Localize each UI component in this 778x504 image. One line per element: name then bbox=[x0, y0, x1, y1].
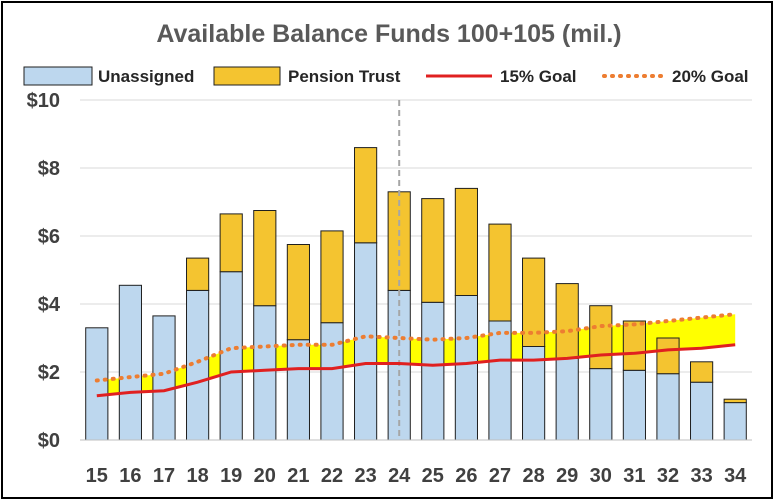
bar-pension-trust bbox=[555, 283, 579, 359]
bar-pension-trust bbox=[488, 223, 512, 322]
bar-pension-trust bbox=[589, 305, 613, 370]
chart-title: Available Balance Funds 100+105 (mil.) bbox=[156, 20, 622, 48]
x-tick-label: 28 bbox=[522, 465, 544, 487]
bar-pension-trust bbox=[253, 210, 277, 307]
x-tick-label: 21 bbox=[287, 465, 309, 487]
x-tick-label: 15 bbox=[86, 465, 108, 487]
x-tick-label: 26 bbox=[455, 465, 477, 487]
bar-unassigned bbox=[354, 242, 378, 441]
bar-unassigned bbox=[690, 381, 714, 441]
bar-pension-trust bbox=[286, 244, 310, 341]
bar-pension-trust bbox=[320, 230, 344, 324]
bar-pension-trust bbox=[219, 213, 243, 273]
bar-unassigned bbox=[286, 339, 310, 441]
x-tick-label: 32 bbox=[657, 465, 679, 487]
bar-pension-trust bbox=[421, 198, 445, 303]
bar-unassigned bbox=[152, 315, 176, 441]
bar-pension-trust bbox=[522, 257, 546, 348]
x-tick-label: 16 bbox=[119, 465, 141, 487]
y-tick-label: $0 bbox=[38, 430, 60, 452]
bar-unassigned bbox=[488, 320, 512, 441]
x-tick-label: 27 bbox=[489, 465, 511, 487]
bar-pension-trust bbox=[690, 361, 714, 383]
bar-pension-trust bbox=[723, 398, 747, 404]
x-tick-label: 25 bbox=[422, 465, 444, 487]
bar-unassigned bbox=[421, 301, 445, 441]
bar-unassigned bbox=[589, 368, 613, 441]
bar-unassigned bbox=[118, 284, 142, 441]
legend-label-15-goal: 15% Goal bbox=[500, 67, 577, 86]
bar-pension-trust bbox=[454, 187, 478, 296]
x-tick-label: 31 bbox=[623, 465, 645, 487]
bar-unassigned bbox=[555, 357, 579, 441]
legend-label-pension-trust: Pension Trust bbox=[288, 67, 401, 86]
legend-swatch-pension-trust bbox=[213, 66, 281, 86]
x-tick-label: 18 bbox=[186, 465, 208, 487]
x-tick-label: 23 bbox=[354, 465, 376, 487]
bar-unassigned bbox=[622, 369, 646, 441]
x-tick-label: 24 bbox=[388, 465, 411, 487]
bar-unassigned bbox=[219, 271, 243, 441]
bar-pension-trust bbox=[354, 147, 378, 244]
y-tick-label: $10 bbox=[27, 90, 60, 112]
y-tick-label: $6 bbox=[38, 226, 60, 248]
x-tick-label: 17 bbox=[153, 465, 175, 487]
bar-pension-trust bbox=[656, 337, 680, 375]
line-15-goal bbox=[96, 343, 736, 398]
x-tick-label: 34 bbox=[724, 465, 747, 487]
bar-pension-trust bbox=[186, 257, 210, 291]
y-tick-label: $2 bbox=[38, 362, 60, 384]
bar-unassigned bbox=[454, 295, 478, 441]
bar-pension-trust bbox=[622, 320, 646, 371]
x-tick-label: 29 bbox=[556, 465, 578, 487]
bar-unassigned bbox=[320, 322, 344, 441]
legend-label-20-goal: 20% Goal bbox=[672, 67, 749, 86]
x-tick-label: 33 bbox=[690, 465, 712, 487]
bar-unassigned bbox=[656, 373, 680, 441]
bar-unassigned bbox=[253, 305, 277, 441]
y-tick-label: $8 bbox=[38, 158, 60, 180]
x-tick-label: 22 bbox=[321, 465, 343, 487]
legend-label-unassigned: Unassigned bbox=[98, 67, 194, 86]
x-tick-label: 20 bbox=[254, 465, 276, 487]
legend-swatch-unassigned bbox=[23, 66, 93, 86]
bar-unassigned bbox=[85, 327, 109, 441]
x-tick-label: 30 bbox=[590, 465, 612, 487]
x-tick-label: 19 bbox=[220, 465, 242, 487]
bar-unassigned bbox=[723, 402, 747, 441]
y-tick-label: $4 bbox=[38, 294, 61, 316]
